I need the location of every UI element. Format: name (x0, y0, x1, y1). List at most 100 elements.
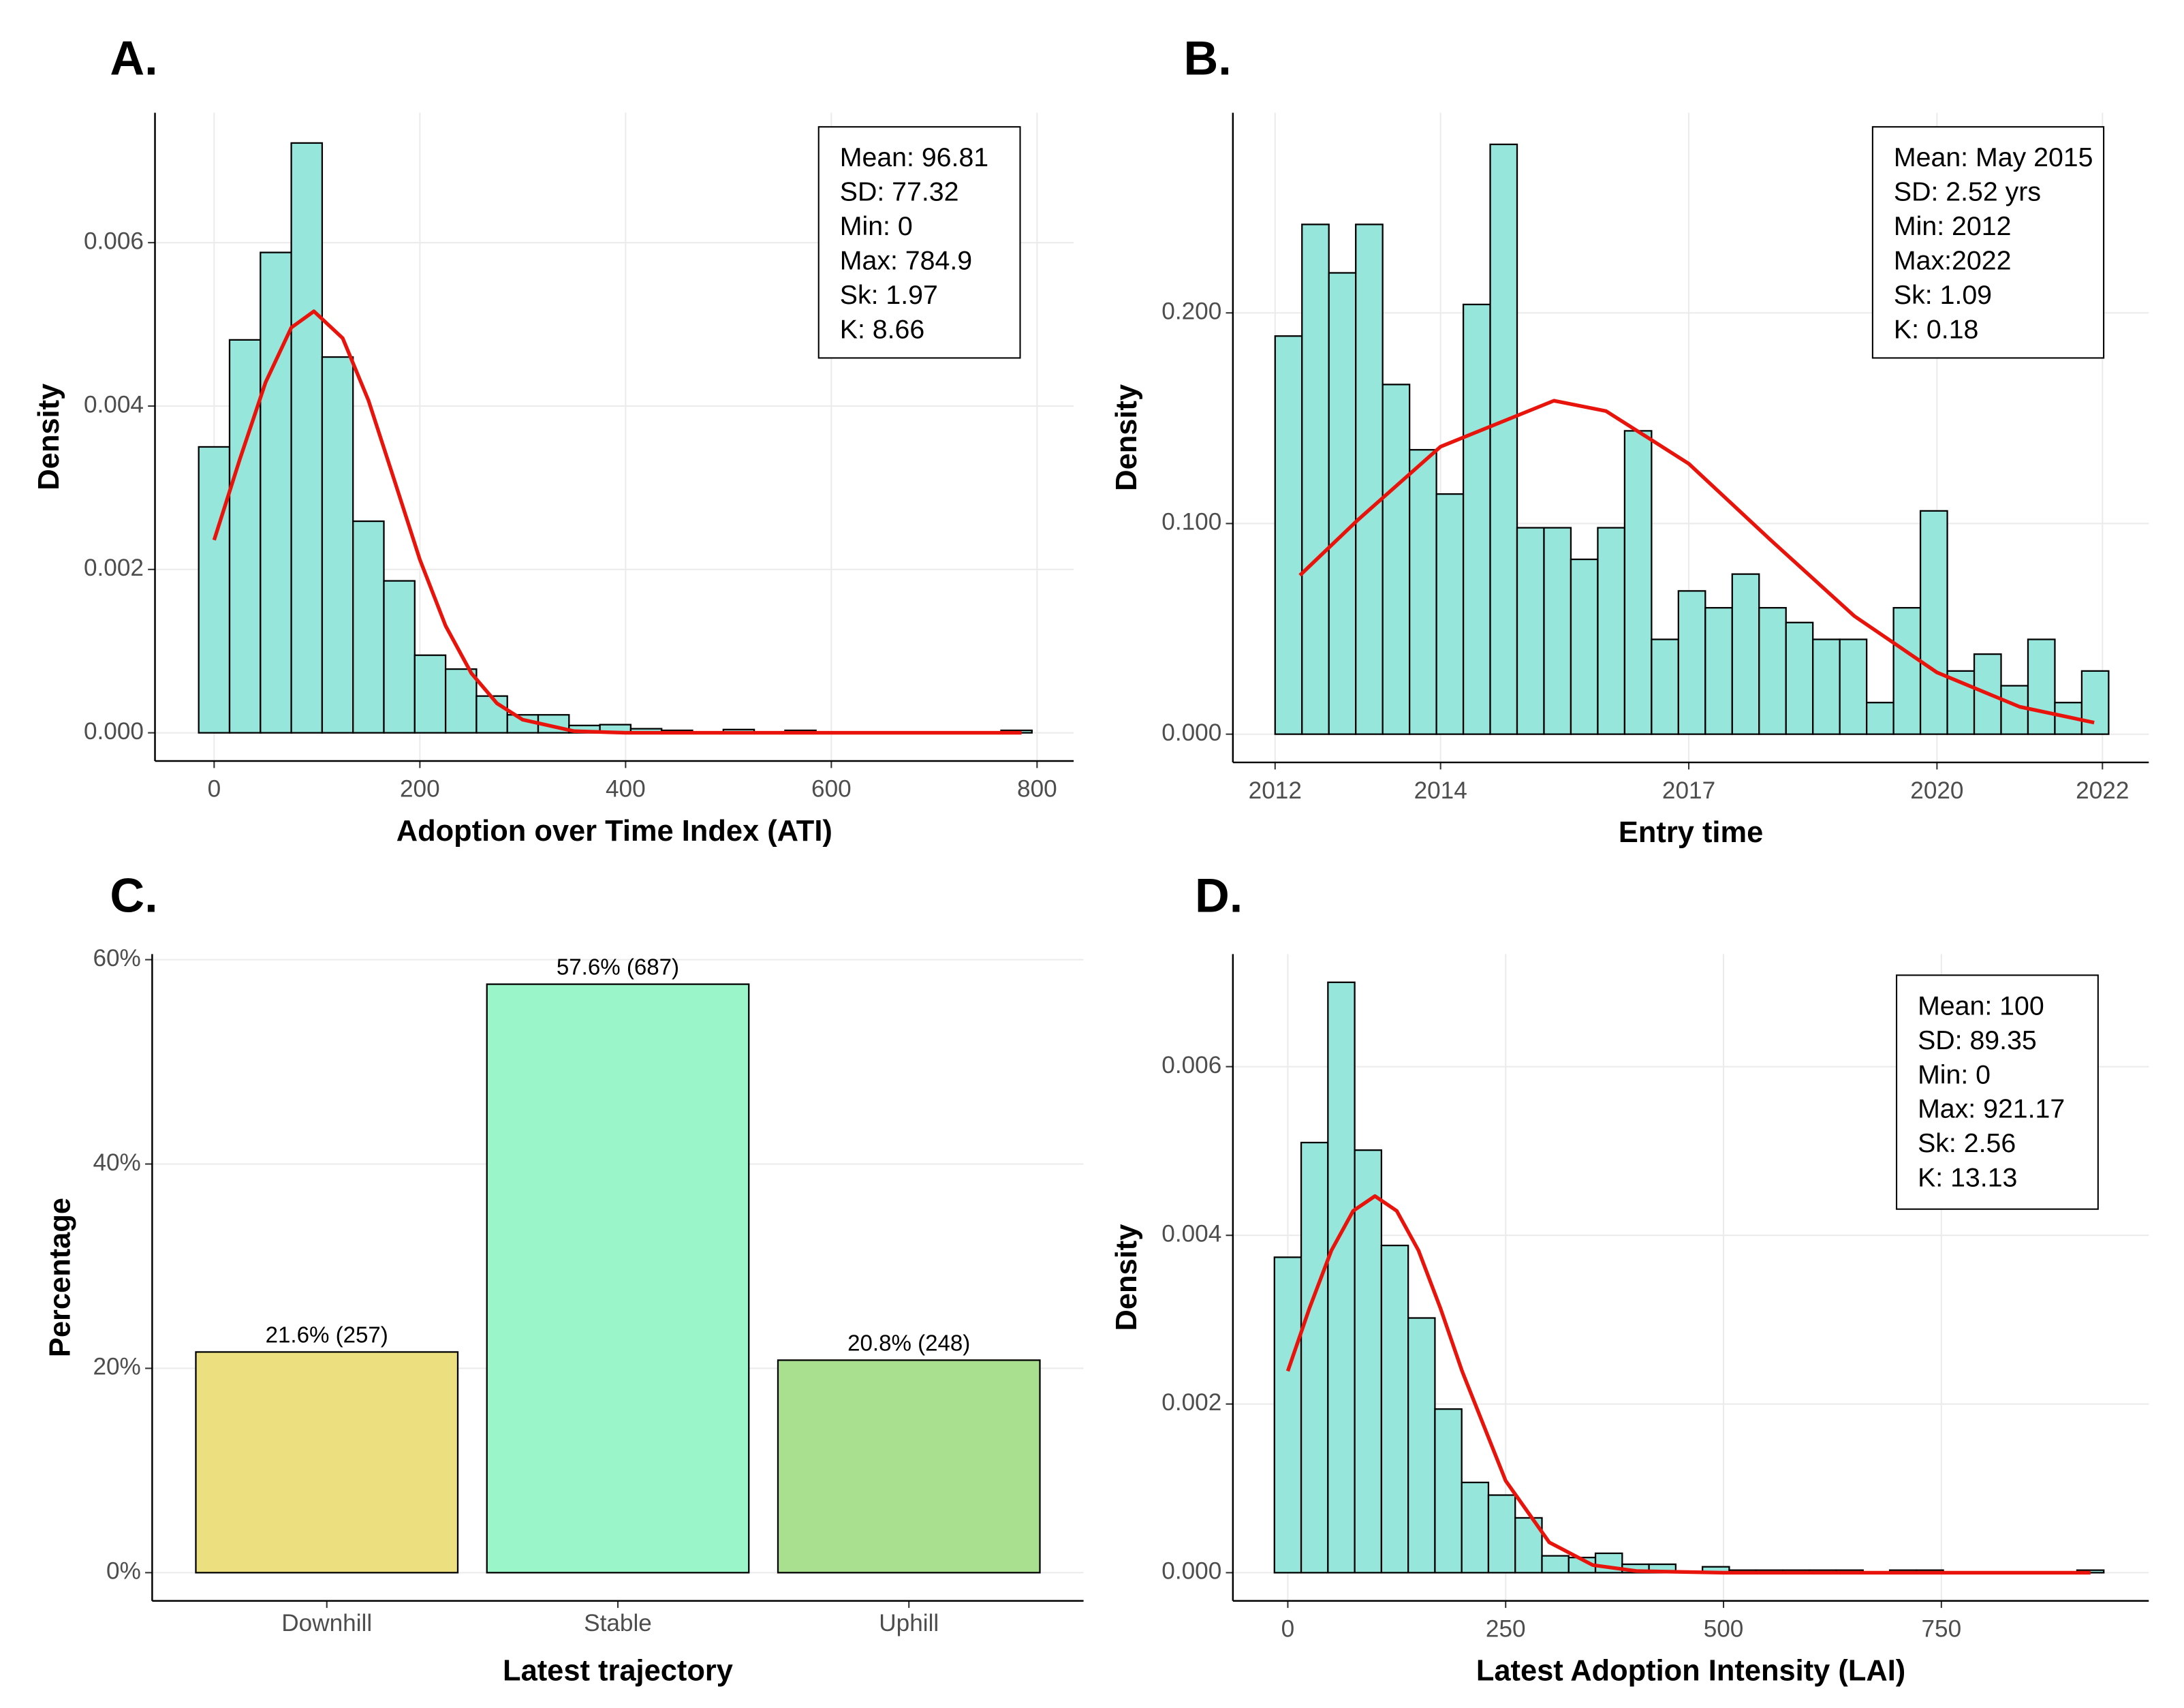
panel: D. 0.000 0.002 0.004 0.006 0 250 500 750 Mean: 10… (1110, 868, 2149, 1688)
histogram-bar (1677, 590, 1706, 735)
y-tick-label: 0.200 (1161, 298, 1221, 325)
x-tick-label: 600 (811, 776, 852, 803)
x-tick-label: Downhill (281, 1610, 372, 1636)
histogram-bar (1731, 573, 1760, 735)
y-tick-label: 60% (93, 945, 140, 972)
histogram-bar (1597, 527, 1626, 735)
histogram-bar (1407, 1317, 1436, 1574)
histogram-bar (1866, 702, 1894, 735)
histogram-bar (1355, 223, 1384, 735)
x-axis-title: Entry time (1619, 816, 1763, 849)
annotation-line: Max:2022 (1894, 246, 2012, 276)
y-tick-label: 40% (93, 1149, 140, 1176)
x-tick-label: Stable (584, 1610, 652, 1636)
x-tick-label: 750 (1922, 1615, 1962, 1642)
y-axis-title: Density (1110, 1224, 1143, 1331)
annotation-line: K: 13.13 (1918, 1163, 2017, 1193)
annotation-line: SD: 89.35 (1918, 1025, 2037, 1055)
x-tick-label: 200 (400, 776, 440, 803)
annotation-line: K: 8.66 (840, 315, 924, 345)
panel-label: B. (1183, 31, 1231, 85)
value-label: 57.6% (687) (557, 955, 679, 980)
histogram-bar (1300, 1141, 1329, 1574)
x-tick-label: 400 (606, 776, 646, 803)
annotation-line: Max: 784.9 (840, 246, 972, 276)
x-tick-label: Uphill (879, 1610, 939, 1636)
histogram-bar (1516, 527, 1545, 735)
histogram-bar (260, 251, 292, 734)
y-tick-label: 0.006 (84, 228, 144, 254)
y-axis-title: Density (1110, 384, 1143, 491)
y-tick-label: 0.000 (1161, 1558, 1221, 1585)
y-tick-label: 0.100 (1161, 509, 1221, 535)
x-axis-title: Latest trajectory (503, 1655, 733, 1688)
x-tick-label: 2020 (1910, 777, 1963, 804)
x-tick-label: 500 (1704, 1615, 1744, 1642)
y-axis-title: Percentage (44, 1198, 76, 1357)
annotation-box (1871, 126, 2105, 359)
histogram-bar (1435, 493, 1465, 735)
histogram-bar (1462, 303, 1491, 735)
histogram-bar (1623, 430, 1653, 735)
histogram-bar (1543, 527, 1572, 735)
bar (777, 1359, 1041, 1574)
annotation-line: Sk: 1.97 (840, 280, 938, 310)
histogram-bar (1541, 1555, 1570, 1574)
histogram-bar (1892, 606, 1922, 735)
histogram-bar (1812, 638, 1841, 735)
histogram-bar (2000, 685, 2029, 735)
histogram-bar (198, 446, 231, 734)
y-tick-label: 0.000 (84, 718, 144, 745)
x-axis-title: Latest Adoption Intensity (LAI) (1476, 1655, 1905, 1688)
histogram-bar (1380, 1244, 1409, 1574)
histogram-bar (1489, 143, 1518, 735)
annotation-line: Mean: 96.81 (840, 142, 988, 172)
value-label: 21.6% (257) (266, 1322, 388, 1348)
histogram-bar (1382, 384, 1411, 735)
histogram-bar (1327, 981, 1356, 1574)
annotation-line: Min: 0 (1918, 1059, 1991, 1089)
x-tick-label: 0 (208, 776, 221, 803)
annotation-line: Sk: 2.56 (1918, 1128, 2016, 1158)
annotation-line: SD: 2.52 yrs (1894, 177, 2041, 207)
histogram-bar (414, 654, 447, 734)
y-tick-label: 0.002 (84, 555, 144, 581)
histogram-bar (1758, 606, 1787, 735)
annotation-box (1896, 974, 2099, 1210)
histogram-bar (1328, 272, 1357, 735)
annotation-line: Min: 2012 (1894, 211, 2012, 241)
histogram-bar (475, 695, 508, 734)
histogram-bar (1301, 223, 1330, 735)
histogram-bar (1434, 1408, 1463, 1574)
histogram-bar (1273, 1256, 1302, 1574)
histogram-bar (2080, 670, 2110, 735)
y-tick-label: 0% (106, 1558, 141, 1585)
histogram-bar (1461, 1481, 1490, 1574)
x-tick-label: 2022 (2076, 777, 2129, 804)
y-tick-label: 0.006 (1161, 1052, 1221, 1078)
annotation-line: K: 0.18 (1894, 315, 1978, 345)
density-curve (1298, 399, 2095, 725)
y-tick-label: 0.000 (1161, 719, 1221, 746)
annotation-line: Sk: 1.09 (1894, 280, 1992, 310)
bar (486, 983, 750, 1574)
y-tick-label: 0.004 (1161, 1220, 1221, 1247)
x-tick-label: 2014 (1414, 777, 1467, 804)
panel-label: A. (110, 31, 157, 85)
histogram-bar (1704, 606, 1733, 735)
y-axis-title: Density (33, 384, 65, 491)
histogram-bar (321, 356, 354, 734)
panel-label: D. (1195, 868, 1243, 922)
panel: B. 0.000 0.100 0.200 2012 2014 2017 2020 2022 Mea… (1110, 31, 2149, 849)
histogram-bar (2027, 638, 2056, 735)
y-tick-label: 20% (93, 1354, 140, 1380)
histogram-bar (444, 668, 478, 734)
density-curve (1285, 1194, 2091, 1575)
x-tick-label: 800 (1017, 776, 1057, 803)
y-tick-label: 0.002 (1161, 1389, 1221, 1416)
panel-label: C. (110, 868, 157, 922)
histogram-bar (290, 142, 324, 734)
histogram-bar (1839, 638, 1868, 735)
histogram-bar (1274, 335, 1303, 735)
